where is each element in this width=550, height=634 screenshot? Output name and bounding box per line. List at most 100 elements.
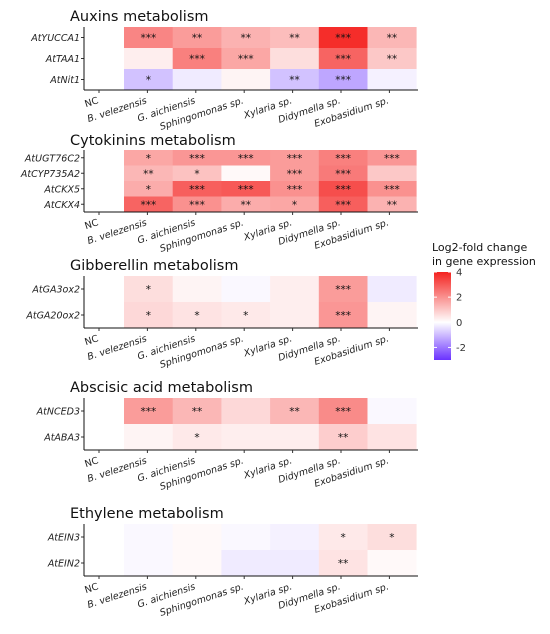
gene-label: AtGA20ox2 [25,311,80,322]
significance-label: ** [387,54,398,66]
significance-label: * [146,184,151,196]
panel-title: Auxins metabolism [70,9,209,25]
heatmap-cell [172,424,222,451]
heatmap-cell [270,196,320,213]
significance-label: *** [287,153,303,165]
heatmap-cell [318,150,368,166]
gene-label: AtTAA1 [45,54,80,65]
legend-title-line2: in gene expression [432,255,536,268]
heatmap-cell [172,27,222,49]
x-tick-label: NC [83,581,100,596]
legend-tick-label: 4 [456,268,462,279]
heatmap-cell [124,196,174,213]
significance-label: *** [335,168,351,180]
color-legend: Log2-fold change in gene expression 4 2 0 -… [432,241,536,360]
heatmap-cell [124,276,174,303]
heatmap-cell [367,398,417,425]
heatmap-cell [124,150,174,166]
significance-label: ** [387,33,398,45]
significance-label: ** [387,199,398,211]
legend-tick-label: 0 [456,318,462,329]
heatmap-cell [221,398,271,425]
gene-label: AtNit1 [49,75,80,86]
heatmap-cell [124,27,174,49]
x-tick-label: NC [83,95,100,110]
panel-1: Cytokinins metabolism* *** *** *** *** ***AtU… [20,133,418,255]
gene-label: AtEIN3 [47,533,80,544]
heatmap-cell [270,150,320,166]
heatmap-cell [367,48,417,70]
heatmap-cell [318,276,368,303]
heatmap-cell [124,48,174,70]
significance-label: *** [335,54,351,66]
significance-label: *** [189,199,205,211]
significance-label: *** [140,33,156,45]
significance-label: *** [335,284,351,296]
heatmap-cell [221,302,271,329]
heatmap-cell [172,276,222,303]
gene-label: AtCKX4 [43,200,80,211]
heatmap-cell [318,48,368,70]
significance-label: ** [289,33,300,45]
panel-0: Auxins metabolism*** ** ** ** *** **AtYUCCA1*… [30,9,418,133]
significance-label: *** [335,310,351,322]
x-tick-label: NC [83,217,100,232]
heatmap-cell [172,550,222,577]
heatmap-cell [172,398,222,425]
heatmap-cell [367,27,417,49]
legend-colorbar [434,272,451,360]
significance-label: *** [335,33,351,45]
significance-label: ** [289,406,300,418]
significance-label: * [146,75,151,87]
significance-label: * [292,199,297,211]
x-tick-label: Sphingomonas sp. [159,95,246,132]
heatmap-cell [221,196,271,213]
gene-label: AtNCED3 [36,407,80,418]
heatmap-cell [221,69,271,91]
panel-title: Abscisic acid metabolism [70,380,253,396]
significance-label: * [389,532,394,544]
significance-label: *** [189,153,205,165]
heatmap-cell [172,150,222,166]
heatmap-cell [270,181,320,197]
panel-title: Ethylene metabolism [70,506,224,522]
significance-label: * [146,284,151,296]
heatmap-cell [367,276,417,303]
heatmap-cell [270,69,320,91]
heatmap-cell [318,165,368,182]
significance-label: *** [189,54,205,66]
gene-label: AtGA3ox2 [31,285,80,296]
heatmap-cell [367,550,417,577]
gene-label: AtABA3 [43,433,80,444]
heatmap-cell [270,524,320,551]
legend-tick-label: 2 [456,293,462,304]
heatmap-cell [318,69,368,91]
panel-4: Ethylene metabolism* *AtEIN3**AtEIN2NCB. … [47,506,418,619]
significance-label: *** [238,54,254,66]
significance-label: *** [140,199,156,211]
heatmap-cell [367,196,417,213]
significance-label: * [341,532,346,544]
heatmap-cell [318,302,368,329]
heatmap-cell [270,48,320,70]
gene-label: AtUGT76C2 [24,153,80,164]
significance-label: ** [192,406,203,418]
legend-title-line1: Log2-fold change [432,241,527,254]
significance-label: *** [335,406,351,418]
heatmap-cell [124,181,174,197]
significance-label: *** [287,168,303,180]
heatmap-cell [318,524,368,551]
panel-title: Cytokinins metabolism [70,133,236,149]
heatmap-cell [318,398,368,425]
heatmap-cell [221,27,271,49]
heatmap-panels: Auxins metabolism*** ** ** ** *** **AtYUCCA1*… [20,9,418,619]
significance-label: *** [384,153,400,165]
significance-label: ** [289,75,300,87]
heatmap-cell [221,424,271,451]
heatmap-cell [221,150,271,166]
heatmap-cell [221,524,271,551]
significance-label: *** [189,184,205,196]
heatmap-cell [172,48,222,70]
significance-label: *** [238,153,254,165]
